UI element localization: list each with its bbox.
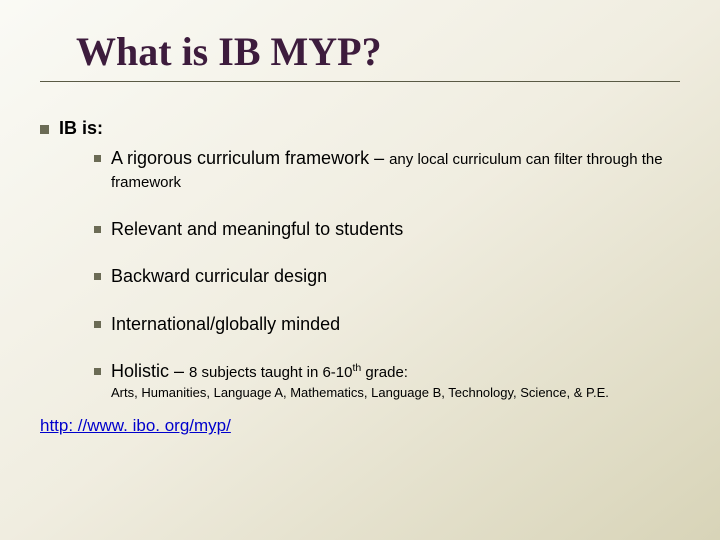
item-text: Holistic – 8 subjects taught in 6-10th g…	[111, 360, 408, 383]
title-underline	[40, 81, 680, 82]
slide: What is IB MYP? IB is: A rigorous curric…	[0, 0, 720, 540]
list-item: A rigorous curriculum framework – any lo…	[94, 147, 680, 194]
square-bullet-icon	[94, 321, 101, 328]
square-bullet-icon	[94, 368, 101, 375]
item-sub-a: 8 subjects taught in 6-10	[189, 364, 352, 381]
item-text: Backward curricular design	[111, 265, 327, 288]
square-bullet-icon	[94, 226, 101, 233]
item-sup: th	[352, 362, 361, 374]
item-text: International/globally minded	[111, 313, 340, 336]
list-item-lvl1: IB is:	[40, 118, 680, 139]
item-main: A rigorous curriculum framework –	[111, 148, 389, 168]
content-area: IB is: A rigorous curriculum framework –…	[40, 118, 680, 436]
item-text: A rigorous curriculum framework – any lo…	[111, 147, 680, 194]
square-bullet-icon	[94, 273, 101, 280]
item-detail: Arts, Humanities, Language A, Mathematic…	[111, 385, 680, 400]
square-bullet-icon	[40, 125, 49, 134]
list-item: Holistic – 8 subjects taught in 6-10th g…	[94, 360, 680, 383]
item-text: Relevant and meaningful to students	[111, 218, 403, 241]
list-item: Relevant and meaningful to students	[94, 218, 680, 241]
item-sub: 8 subjects taught in 6-10th grade:	[189, 364, 408, 381]
item-sub-b: grade:	[361, 364, 408, 381]
list-item: International/globally minded	[94, 313, 680, 336]
list-item: Backward curricular design	[94, 265, 680, 288]
lvl1-label: IB is:	[59, 118, 103, 139]
item-main: Holistic –	[111, 361, 189, 381]
square-bullet-icon	[94, 155, 101, 162]
slide-title: What is IB MYP?	[76, 28, 680, 75]
source-link[interactable]: http: //www. ibo. org/myp/	[40, 416, 231, 436]
